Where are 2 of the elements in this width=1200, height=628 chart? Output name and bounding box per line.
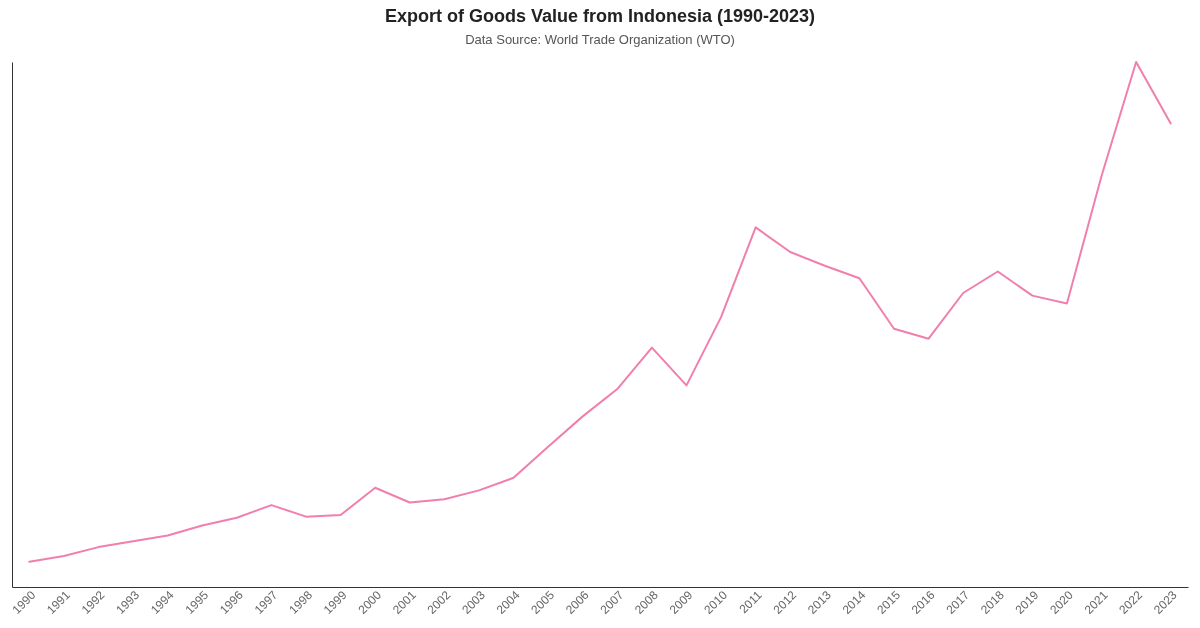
chart-subtitle: Data Source: World Trade Organization (WTO) (465, 32, 735, 47)
chart-title: Export of Goods Value from Indonesia (1990-2023) (384, 6, 816, 26)
